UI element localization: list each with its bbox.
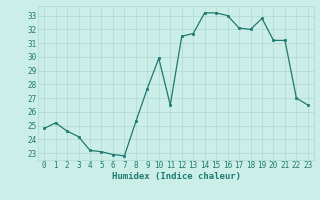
X-axis label: Humidex (Indice chaleur): Humidex (Indice chaleur) — [111, 172, 241, 181]
